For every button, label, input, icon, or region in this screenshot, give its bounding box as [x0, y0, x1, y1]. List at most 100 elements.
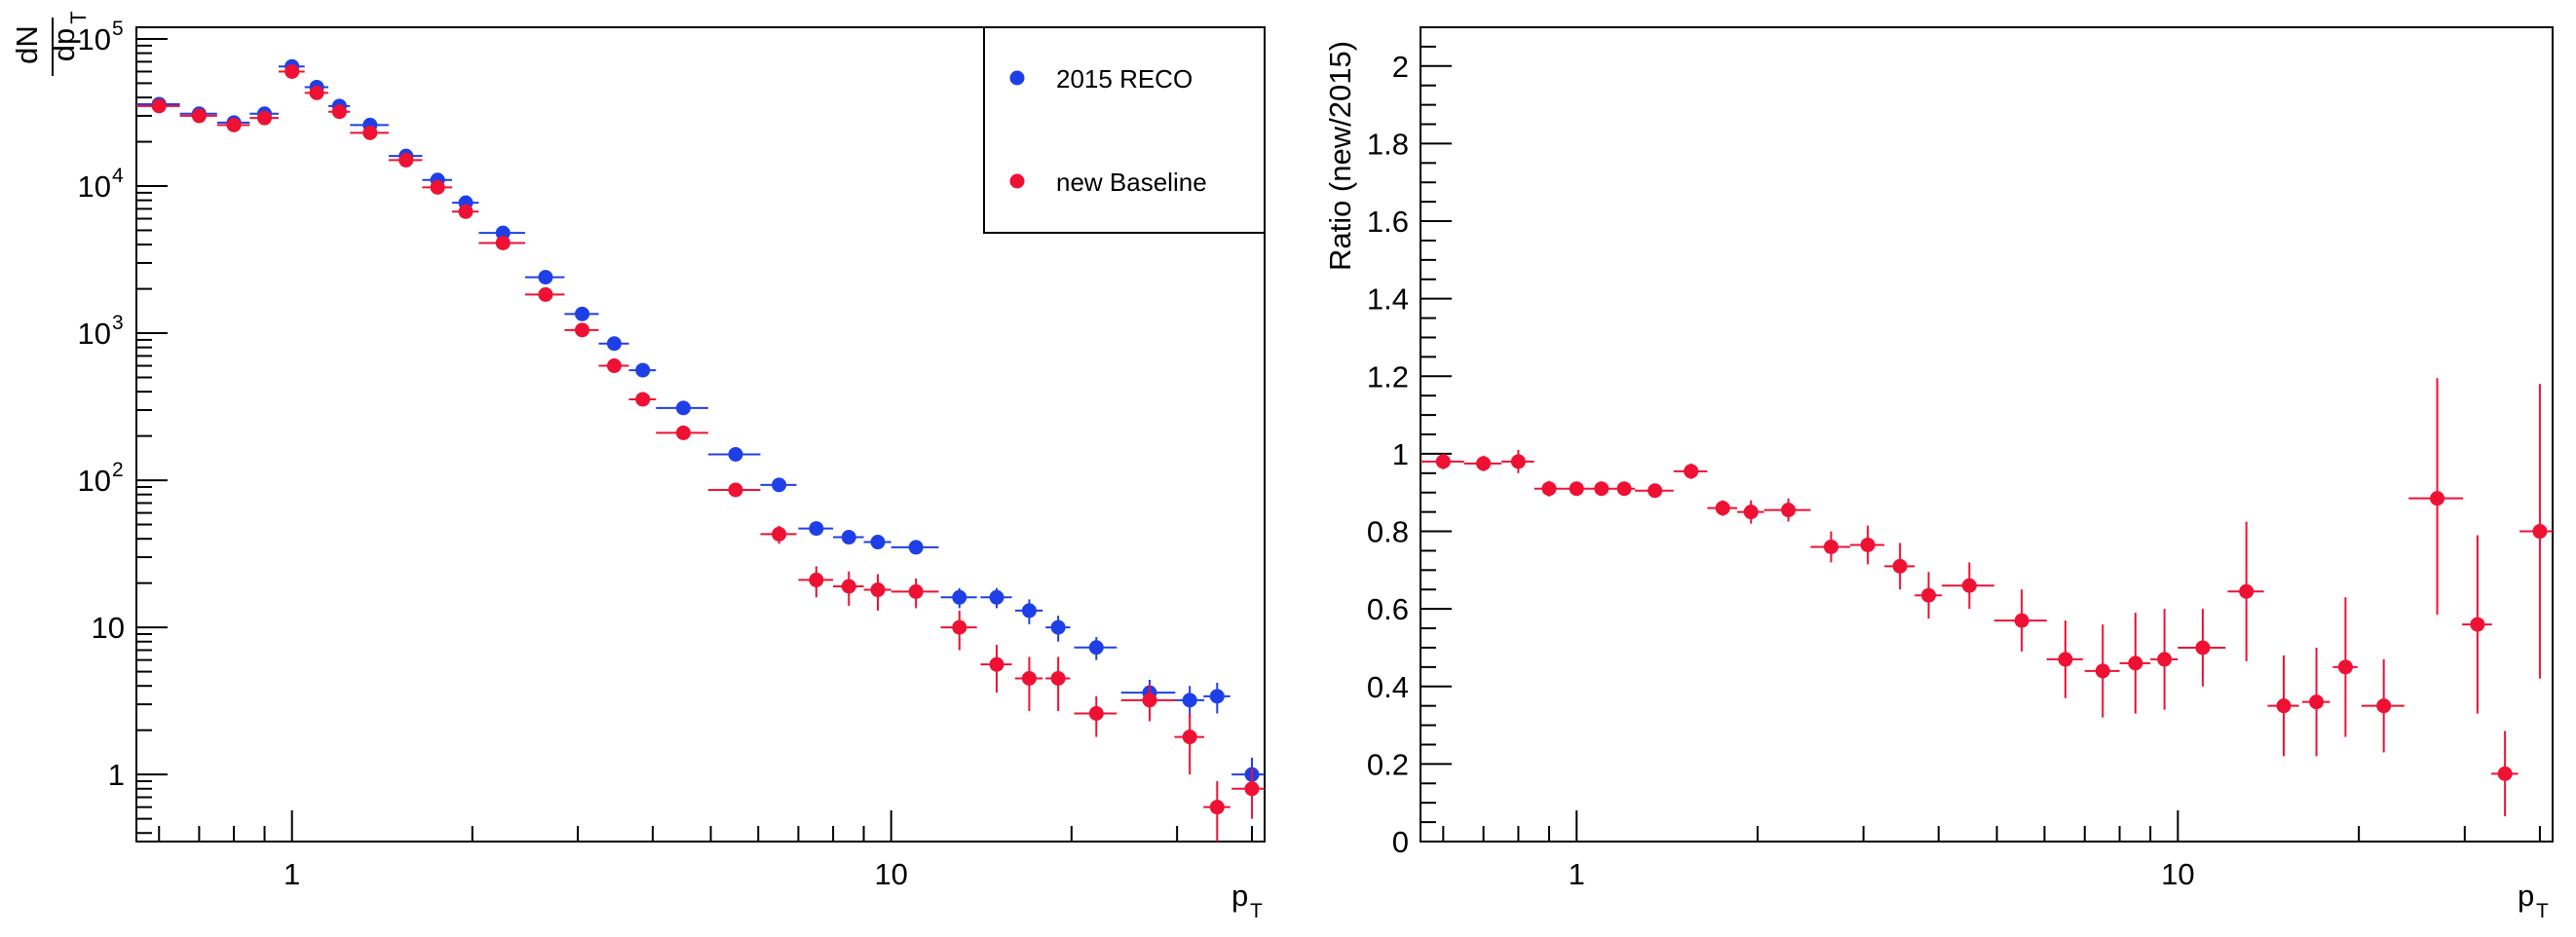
left-data-point — [191, 108, 207, 124]
left-axis-ticks — [136, 37, 1253, 842]
right-data-point — [2157, 652, 2173, 667]
legend-entry-0: 2015 RECO — [1009, 64, 1193, 94]
right-data-point — [2337, 659, 2353, 675]
right-data-point — [1510, 454, 1526, 469]
left-data-point — [870, 582, 886, 598]
left-data-point — [952, 589, 967, 605]
right-data-point — [2376, 698, 2392, 714]
right-y-tick-label: 1.6 — [1367, 205, 1409, 239]
right-y-tick-label: 0.2 — [1367, 747, 1409, 781]
left-data-point — [675, 400, 691, 416]
left-data-point — [635, 392, 651, 407]
left-y-tick-label: 10 — [78, 464, 111, 498]
right-data-point — [1892, 558, 1908, 574]
left-y-tick-exponent: 3 — [112, 312, 124, 334]
left-data-point — [331, 104, 347, 120]
left-data-point — [151, 98, 167, 114]
left-data-point — [575, 306, 590, 321]
right-y-tick-label: 0.6 — [1367, 592, 1409, 626]
left-data-point — [226, 117, 242, 132]
left-y-tick-exponent: 4 — [112, 165, 124, 187]
legend-box — [983, 26, 1266, 234]
left-data-point — [606, 358, 622, 374]
right-ratio-chart: 1 10 0 0.2 0.4 0.6 0.8 1 1.2 1.4 1.6 1.8 2 Ratio (ne… — [1323, 26, 2554, 922]
left-data-point — [362, 125, 378, 140]
left-ylabel-numerator: dN — [10, 25, 44, 64]
right-series-0 — [1421, 378, 2553, 817]
legend-label: new Baseline — [1056, 168, 1207, 197]
left-xlabel-subscript: T — [1250, 900, 1263, 922]
left-data-point — [989, 656, 1004, 672]
right-data-point — [2430, 491, 2445, 506]
right-y-tick-label: 0.8 — [1367, 515, 1409, 549]
left-y-tick-label: 10 — [78, 169, 111, 204]
left-data-point — [538, 270, 553, 285]
right-xlabel: p — [2518, 879, 2534, 913]
left-data-point — [1050, 670, 1066, 686]
right-data-point — [1743, 505, 1759, 520]
legend-label: 2015 RECO — [1056, 64, 1193, 94]
right-y-tick-label: 0.4 — [1367, 670, 1409, 704]
left-data-point — [495, 235, 511, 250]
right-y-tick-label: 1.8 — [1367, 127, 1409, 161]
right-y-tick-label: 0 — [1392, 825, 1409, 859]
left-xlabel: p — [1231, 879, 1248, 913]
right-y-tick-label: 1.4 — [1367, 282, 1409, 317]
right-x-axis-label: p T — [2518, 879, 2549, 922]
right-xlabel-subscript: T — [2536, 900, 2549, 922]
legend-entries: 2015 RECO new Baseline — [1009, 64, 1207, 197]
left-series-1 — [136, 63, 1265, 842]
right-data-point — [1648, 483, 1663, 499]
left-data-point — [495, 225, 511, 241]
right-data-point — [2058, 652, 2073, 667]
left-data-point — [606, 336, 622, 352]
left-y-tick-label: 10 — [78, 317, 111, 351]
left-data-series — [136, 58, 1265, 842]
left-x-axis-label: p T — [1231, 879, 1263, 922]
right-data-point — [2128, 656, 2143, 671]
left-data-point — [284, 63, 300, 79]
left-y-tick-label: 10 — [92, 611, 125, 645]
left-data-point — [809, 521, 824, 537]
left-data-point — [1209, 800, 1225, 815]
left-y-tick-label: 1 — [108, 758, 125, 792]
right-data-point — [1781, 503, 1797, 518]
left-data-point — [908, 583, 924, 599]
left-data-point — [841, 579, 856, 594]
left-data-point — [430, 179, 445, 195]
left-data-point — [989, 589, 1004, 605]
left-data-point — [809, 572, 824, 587]
left-data-point — [398, 152, 414, 168]
right-axis-tick-labels: 1 10 0 0.2 0.4 0.6 0.8 1 1.2 1.4 1.6 1.8 2 — [1367, 50, 2195, 891]
left-data-point — [675, 425, 691, 440]
left-data-point — [1021, 603, 1037, 618]
right-data-point — [1616, 481, 1632, 497]
left-data-point — [841, 530, 856, 545]
right-data-point — [1569, 481, 1584, 497]
legend-entry-1: new Baseline — [1009, 168, 1207, 197]
left-data-point — [908, 540, 924, 555]
right-data-series — [1421, 378, 2553, 817]
right-data-point — [1684, 464, 1699, 479]
right-data-point — [1961, 578, 1977, 593]
right-data-point — [1594, 481, 1610, 497]
right-y-tick-label: 1 — [1392, 437, 1409, 471]
left-data-point — [575, 322, 590, 338]
right-data-point — [1715, 501, 1730, 516]
left-ylabel-denominator: dp — [47, 28, 81, 61]
left-data-point — [772, 477, 787, 493]
right-data-point — [1860, 537, 1875, 552]
right-data-point — [2276, 698, 2292, 714]
left-data-point — [728, 482, 743, 498]
right-data-point — [2532, 524, 2548, 540]
right-data-point — [1921, 587, 1937, 603]
left-data-point — [772, 526, 787, 542]
right-x-tick-label: 10 — [2161, 857, 2194, 891]
left-data-point — [1182, 730, 1197, 745]
left-y-tick-exponent: 5 — [112, 18, 124, 40]
left-x-tick-label: 10 — [874, 857, 907, 891]
left-y-tick-label: 10 — [78, 22, 111, 56]
left-data-point — [1050, 619, 1066, 635]
